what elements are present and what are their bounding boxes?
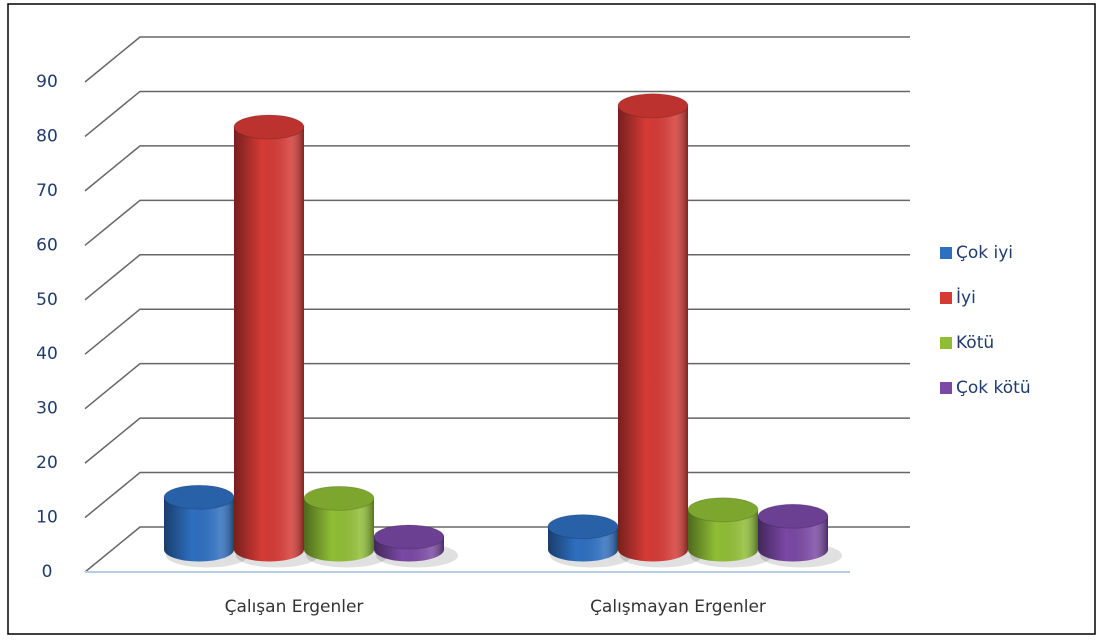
legend-swatch — [940, 247, 952, 259]
y-tick-label: 30 — [36, 399, 58, 419]
x-tick-label: Çalışmayan Ergenler — [590, 597, 766, 617]
legend-swatch — [940, 292, 952, 304]
bar — [303, 485, 388, 568]
bar — [757, 503, 842, 568]
bar — [373, 524, 458, 568]
y-tick-label: 90 — [36, 72, 58, 92]
legend-swatch — [940, 337, 952, 349]
legend-label: İyi — [956, 287, 976, 308]
y-tick-label: 80 — [36, 126, 58, 146]
bar — [163, 484, 248, 568]
legend-swatch — [940, 382, 952, 394]
y-tick-label: 70 — [36, 181, 58, 201]
bar — [547, 514, 632, 568]
y-tick-label: 20 — [36, 453, 58, 473]
bar — [233, 114, 318, 568]
bar — [687, 497, 772, 568]
y-tick-label: 50 — [36, 290, 58, 310]
grid-line — [84, 90, 910, 138]
y-tick-label: 60 — [36, 235, 58, 255]
grid-line — [84, 36, 910, 83]
x-tick-label: Çalışan Ergenler — [225, 597, 364, 617]
y-tick-label: 10 — [36, 508, 58, 528]
y-tick-label: 0 — [42, 562, 53, 582]
y-tick-label: 40 — [36, 344, 58, 364]
legend-label: Çok kötü — [956, 378, 1031, 398]
legend-label: Çok iyi — [956, 243, 1013, 263]
bar — [617, 93, 702, 568]
legend-label: Kötü — [956, 333, 994, 353]
